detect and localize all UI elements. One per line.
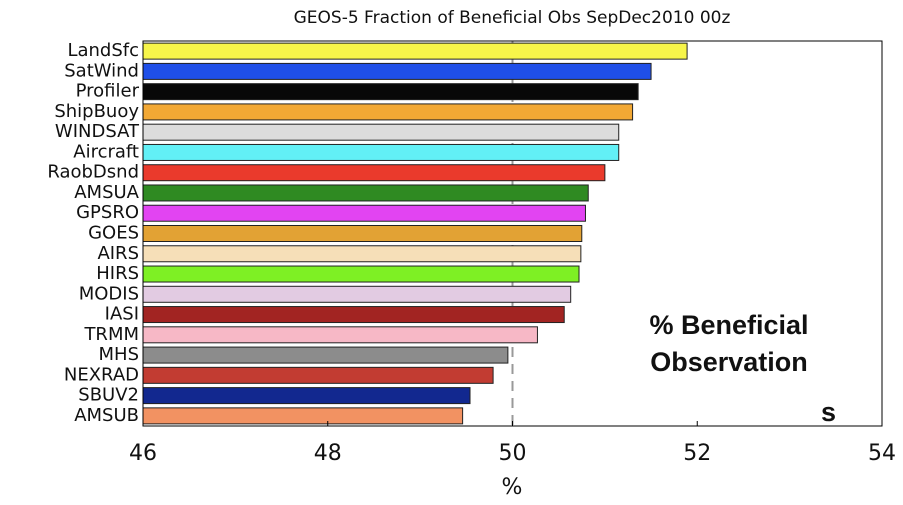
bar xyxy=(142,407,464,425)
x-tick-label: 54 xyxy=(868,441,896,466)
y-tick-label: SBUV2 xyxy=(78,385,139,406)
x-tick-label: 46 xyxy=(129,441,157,466)
y-tick-label: WINDSAT xyxy=(55,121,140,142)
y-tick-label: AIRS xyxy=(97,243,139,264)
y-tick-label: GOES xyxy=(88,223,139,244)
bar xyxy=(142,346,509,364)
bar xyxy=(142,42,688,60)
annotation: % Beneficial xyxy=(649,310,808,340)
y-tick-label: IASI xyxy=(105,304,139,325)
bar xyxy=(142,204,586,222)
chart-title: GEOS-5 Fraction of Beneficial Obs SepDec… xyxy=(294,8,731,28)
y-tick-label: HIRS xyxy=(96,263,139,284)
bar xyxy=(142,62,652,80)
y-tick-label: MHS xyxy=(99,344,140,365)
bar xyxy=(142,143,620,161)
y-tick-label: AMSUB xyxy=(74,405,139,426)
annotation: Observation xyxy=(650,347,808,377)
bar xyxy=(142,83,639,101)
bar xyxy=(142,387,471,405)
bar xyxy=(142,245,582,263)
y-tick-label: MODIS xyxy=(79,283,139,304)
x-tick-label: 50 xyxy=(499,441,527,466)
y-tick-label: ShipBuoy xyxy=(54,101,139,122)
bar xyxy=(142,265,580,283)
y-tick-label: AMSUA xyxy=(74,182,139,203)
bar xyxy=(142,285,572,303)
annotation: s xyxy=(821,397,836,427)
y-tick-label: Profiler xyxy=(76,81,140,102)
y-tick-label: NEXRAD xyxy=(64,364,139,385)
bar xyxy=(142,306,565,324)
bar xyxy=(142,366,494,384)
y-tick-label: Aircraft xyxy=(73,141,139,162)
y-tick-label: GPSRO xyxy=(76,202,139,223)
bar xyxy=(142,103,634,121)
x-tick-label: 48 xyxy=(314,441,342,466)
bar xyxy=(142,164,606,182)
x-axis-label: % xyxy=(502,475,523,500)
bar xyxy=(142,326,538,344)
y-tick-label: RaobDsnd xyxy=(47,162,139,183)
bar xyxy=(142,225,583,242)
y-tick-label: SatWind xyxy=(64,60,139,81)
x-tick-label: 52 xyxy=(683,441,711,466)
y-tick-label: LandSfc xyxy=(67,40,139,61)
bar xyxy=(142,184,589,202)
bar xyxy=(142,123,620,141)
y-tick-label: TRMM xyxy=(83,324,139,345)
